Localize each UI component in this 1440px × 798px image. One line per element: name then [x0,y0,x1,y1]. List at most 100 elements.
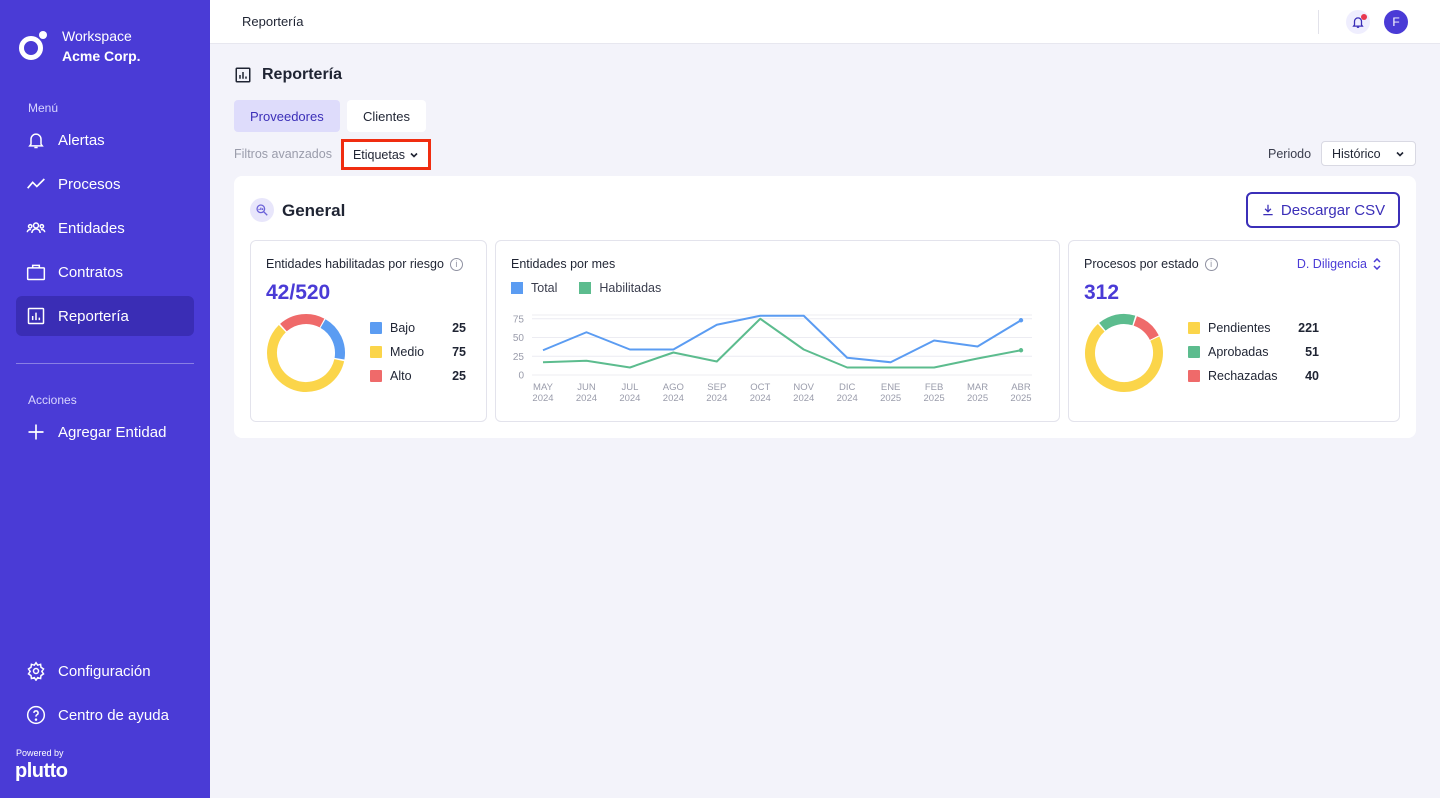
workspace-switcher[interactable]: Workspace Acme Corp. [18,26,141,66]
legend-label: Bajo [390,321,416,335]
risk-legend: Bajo 25 Medio 75 Alto 25 [370,321,466,383]
help-icon [26,705,46,725]
legend-swatch [370,346,382,358]
legend-item-total: Total [511,281,557,295]
x-tick-label: FEB 2025 [924,382,945,404]
period-value: Histórico [1332,146,1381,161]
risk-card-title-text: Entidades habilitadas por riesgo [266,257,444,271]
legend-item-alto: Alto 25 [370,369,466,383]
monthly-line-chart: 0 25 50 75 MAY 2024 JUN 2024 JUL 2024 AGO 2024 SEP 20… [513,314,1032,404]
topbar: Reportería F [210,0,1440,44]
avatar[interactable]: F [1384,10,1408,34]
legend-item-habilitadas: Habilitadas [579,281,661,295]
legend-value: 25 [452,369,466,383]
process-type-value: D. Diligencia [1296,257,1367,271]
donut-segment-alto [267,314,345,393]
sidebar-item-entidades[interactable]: Entidades [16,208,194,248]
legend-swatch [370,370,382,382]
legend-value: 75 [452,345,466,359]
period-label: Periodo [1268,147,1312,161]
period-select[interactable]: Histórico [1321,141,1416,166]
y-tick-label: 75 [513,314,525,325]
legend-swatch [370,322,382,334]
process-total-value: 312 [1084,281,1120,304]
legend-value: 221 [1298,321,1319,335]
legend-label: Rechazadas [1208,369,1278,383]
risk-card: Entidades habilitadas por riesgo i 42/52… [250,240,487,422]
notification-badge [1361,14,1367,20]
chart-icon [27,307,45,325]
tab-clientes[interactable]: Clientes [347,100,426,132]
sidebar-item-label: Reportería [58,307,129,325]
sidebar-item-label: Alertas [58,131,105,149]
trend-icon [27,178,45,189]
risk-donut-chart [267,314,345,393]
donut-segment-pendientes [1085,314,1163,392]
process-legend: Pendientes 221 Aprobadas 51 Rechazadas 40 [1188,321,1319,383]
y-tick-label: 50 [513,333,525,344]
plus-icon [28,424,44,440]
sidebar-item-label: Configuración [58,662,151,680]
sidebar-item-alertas[interactable]: Alertas [16,120,194,160]
sidebar-item-label: Procesos [58,175,121,193]
workspace-label: Workspace [62,28,132,44]
process-type-select[interactable]: D. Diligencia [1297,257,1381,271]
x-tick-label: ABR 2025 [1010,382,1031,404]
legend-swatch [511,282,523,294]
legend-value: 25 [452,321,466,335]
sidebar-item-ayuda[interactable]: Centro de ayuda [16,695,194,735]
series-endpoint-total [1018,318,1024,323]
sort-icon [1373,258,1381,270]
notifications-button[interactable] [1346,10,1370,34]
x-tick-label: JUN 2024 [576,382,597,404]
info-icon[interactable]: i [449,257,463,271]
legend-label: Habilitadas [599,281,662,295]
process-card-title-text: Procesos por estado [1084,257,1199,271]
x-tick-label: AGO 2024 [663,382,684,404]
chevron-down-icon [1396,151,1404,157]
page-title: Reportería [234,66,342,84]
info-icon[interactable]: i [1204,257,1218,271]
risk-total-value: 42/520 [266,281,331,304]
x-tick-label: OCT 2024 [750,382,771,404]
advanced-filters-label: Filtros avanzados [234,147,332,161]
legend-swatch [1188,322,1200,334]
x-tick-label: SEP 2024 [706,382,727,404]
sidebar-item-reporteria[interactable]: Reportería [16,296,194,336]
section-title: General [282,201,346,220]
process-donut-chart [1085,314,1163,392]
tags-filter-dropdown[interactable]: Etiquetas [341,139,431,170]
download-csv-button[interactable]: Descargar CSV [1246,192,1400,228]
legend-item-bajo: Bajo 25 [370,321,466,335]
donut-segment-rechazadas [1085,314,1163,392]
add-entity-button[interactable]: Agregar Entidad [16,412,194,452]
donut-segment-medio [267,314,345,393]
page-title-text: Reportería [262,66,343,83]
line-chart-legend: Total Habilitadas [511,281,661,295]
sidebar-item-configuracion[interactable]: Configuración [16,651,194,691]
legend-item-aprobadas: Aprobadas 51 [1188,345,1319,359]
y-tick-label: 25 [513,352,525,363]
topbar-divider [1318,10,1319,34]
download-icon [1263,204,1273,216]
chart-icon [235,67,251,83]
legend-item-rechazadas: Rechazadas 40 [1188,369,1319,383]
gear-icon [27,661,45,681]
sidebar-item-label: Entidades [58,219,125,237]
download-csv-label: Descargar CSV [1280,201,1386,219]
monthly-card: Entidades por mes Total Habilitadas 0 25 5… [495,240,1060,422]
x-tick-label: ENE 2025 [880,382,901,404]
sidebar-item-contratos[interactable]: Contratos [16,252,194,292]
workspace-logo-icon [18,31,48,61]
tab-proveedores[interactable]: Proveedores [234,100,340,132]
briefcase-icon [26,264,46,281]
chevron-down-icon [410,152,418,158]
brand-logo: plutto [15,760,68,782]
add-entity-label: Agregar Entidad [58,423,167,441]
sidebar: Workspace Acme Corp. Menú Alertas Proces… [0,0,210,798]
users-icon [26,222,46,234]
sidebar-item-label: Contratos [58,263,124,281]
sidebar-item-procesos[interactable]: Procesos [16,164,194,204]
tags-filter-label: Etiquetas [352,147,406,162]
series-endpoint-habilitadas [1018,348,1024,353]
